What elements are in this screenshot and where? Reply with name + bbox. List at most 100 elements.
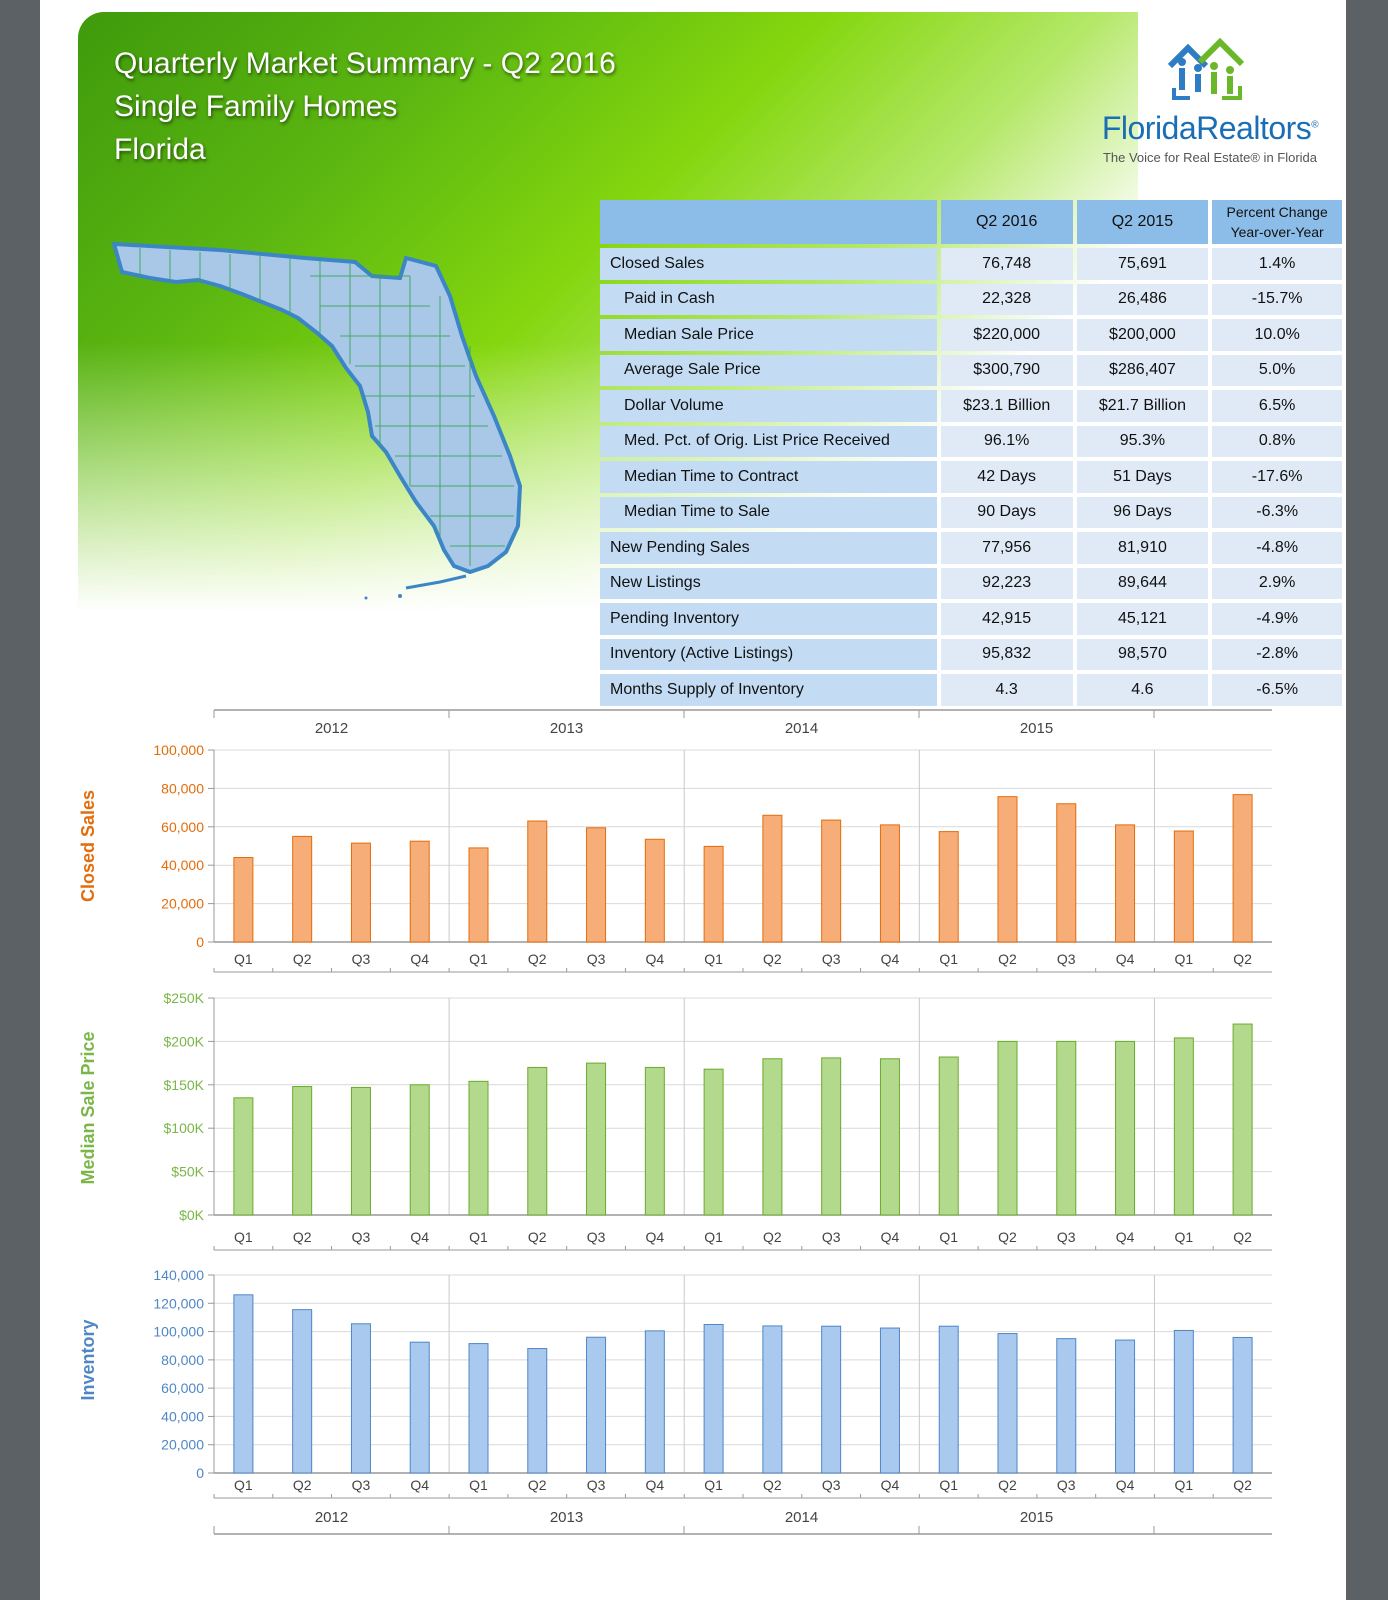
- row-q2-2016: 76,748: [940, 248, 1073, 280]
- top-year-label: 2014: [785, 720, 818, 737]
- table-row: Median Time to Sale 90 Days 96 Days -6.3%: [600, 496, 1342, 528]
- quarter-label: Q1: [704, 951, 723, 967]
- header-percent-change: Percent Change Year-over-Year: [1212, 200, 1342, 244]
- quarter-label: Q2: [998, 1229, 1017, 1245]
- quarter-label: Q1: [939, 1229, 958, 1245]
- y-tick-label: 40,000: [161, 857, 204, 873]
- quarter-label: Q4: [645, 951, 664, 967]
- table-row: Med. Pct. of Orig. List Price Received 96…: [600, 425, 1342, 457]
- table-row: Months Supply of Inventory 4.3 4.6 -6.5%: [600, 674, 1342, 706]
- y-tick-label: 20,000: [161, 896, 204, 912]
- quarter-label: Q1: [469, 1477, 488, 1493]
- report-title: Quarterly Market Summary - Q2 2016 Singl…: [114, 42, 616, 171]
- bar-median-price: [350, 1086, 371, 1216]
- bar-inventory: [1232, 1336, 1253, 1474]
- header-blank: [600, 200, 937, 244]
- quarter-label: Q1: [1174, 951, 1193, 967]
- quarter-label: Q3: [352, 1477, 371, 1493]
- bar-median-price: [997, 1040, 1018, 1216]
- title-line-1: Quarterly Market Summary - Q2 2016: [114, 47, 616, 80]
- quarter-label: Q1: [234, 951, 253, 967]
- quarter-label: Q3: [352, 951, 371, 967]
- row-change: -6.3%: [1212, 496, 1342, 528]
- quarter-label: Q4: [1116, 1229, 1135, 1245]
- report-page: Quarterly Market Summary - Q2 2016 Singl…: [40, 0, 1346, 1600]
- row-label: Closed Sales: [600, 248, 937, 280]
- florida-county-map: [111, 241, 523, 600]
- quarter-label: Q2: [763, 1229, 782, 1245]
- quarter-label: Q3: [587, 1477, 606, 1493]
- row-q2-2015: $200,000: [1076, 319, 1209, 351]
- bar-closed-sales: [1232, 794, 1253, 943]
- bar-closed-sales: [1056, 803, 1077, 943]
- row-label: Median Sale Price: [600, 319, 937, 351]
- bar-inventory: [350, 1323, 371, 1474]
- bar-median-price: [233, 1097, 254, 1216]
- bar-closed-sales: [762, 814, 783, 943]
- quarter-label: Q2: [1233, 951, 1252, 967]
- row-label: Pending Inventory: [600, 603, 937, 635]
- bar-closed-sales: [1173, 830, 1194, 943]
- quarter-label: Q1: [469, 951, 488, 967]
- summary-table: Q2 2016 Q2 2015 Percent Change Year-over-…: [596, 196, 1346, 710]
- y-axis-title: Inventory: [78, 1319, 98, 1400]
- logo-name: FloridaRealtors: [1101, 110, 1312, 146]
- title-line-2: Single Family Homes: [114, 90, 398, 123]
- bar-inventory: [762, 1325, 783, 1474]
- bar-inventory: [1056, 1338, 1077, 1474]
- bar-median-price: [1115, 1040, 1136, 1216]
- y-tick-label: 120,000: [153, 1295, 204, 1311]
- quarter-label: Q4: [645, 1477, 664, 1493]
- row-change: 10.0%: [1212, 319, 1342, 351]
- title-line-3: Florida: [114, 133, 206, 166]
- bar-inventory: [1173, 1329, 1194, 1474]
- quarter-label: Q3: [1057, 1477, 1076, 1493]
- bar-closed-sales: [527, 820, 548, 943]
- row-label: Paid in Cash: [600, 283, 937, 315]
- bar-median-price: [703, 1068, 724, 1216]
- y-axis-title: Closed Sales: [78, 790, 98, 902]
- quarter-label: Q1: [704, 1477, 723, 1493]
- table-row: Inventory (Active Listings) 95,832 98,570-…: [600, 638, 1342, 670]
- row-change: -4.8%: [1212, 532, 1342, 564]
- bar-closed-sales: [350, 842, 371, 943]
- y-tick-label: 100,000: [153, 742, 204, 758]
- quarter-label: Q2: [998, 1477, 1017, 1493]
- quarter-label: Q1: [234, 1229, 253, 1245]
- row-label: New Listings: [600, 567, 937, 599]
- row-q2-2015: $21.7 Billion: [1076, 390, 1209, 422]
- row-q2-2016: 42 Days: [940, 461, 1073, 493]
- row-label: Median Time to Contract: [600, 461, 937, 493]
- row-q2-2016: 22,328: [940, 283, 1073, 315]
- quarter-label: Q2: [293, 1477, 312, 1493]
- bar-closed-sales: [644, 838, 665, 943]
- header-percent-change-line2: Year-over-Year: [1230, 224, 1324, 240]
- row-label: New Pending Sales: [600, 532, 937, 564]
- y-tick-label: 140,000: [153, 1267, 204, 1283]
- row-q2-2015: $286,407: [1076, 354, 1209, 386]
- bar-closed-sales: [821, 819, 842, 943]
- top-year-label: 2012: [315, 720, 348, 737]
- y-tick-label: $250K: [164, 990, 205, 1006]
- bar-inventory: [586, 1336, 607, 1474]
- y-tick-label: $200K: [164, 1033, 205, 1049]
- logo-tagline: The Voice for Real Estate® in Florida: [1102, 150, 1318, 165]
- table-row: Closed Sales 76,748 75,691 1.4%: [600, 248, 1342, 280]
- quarter-label: Q4: [881, 951, 900, 967]
- bar-median-price: [1173, 1037, 1194, 1216]
- quarter-label: Q2: [293, 1229, 312, 1245]
- row-change: -2.8%: [1212, 638, 1342, 670]
- quarter-label: Q4: [410, 951, 429, 967]
- bar-closed-sales: [586, 827, 607, 943]
- row-change: -4.9%: [1212, 603, 1342, 635]
- bar-median-price: [644, 1066, 665, 1216]
- quarter-label: Q4: [881, 1229, 900, 1245]
- quarter-label: Q3: [352, 1229, 371, 1245]
- row-q2-2015: 51 Days: [1076, 461, 1209, 493]
- bar-inventory: [879, 1327, 900, 1474]
- row-q2-2016: 92,223: [940, 567, 1073, 599]
- bar-closed-sales: [879, 824, 900, 943]
- y-tick-label: 0: [196, 1465, 204, 1481]
- bottom-year-label: 2015: [1020, 1509, 1053, 1526]
- row-change: -15.7%: [1212, 283, 1342, 315]
